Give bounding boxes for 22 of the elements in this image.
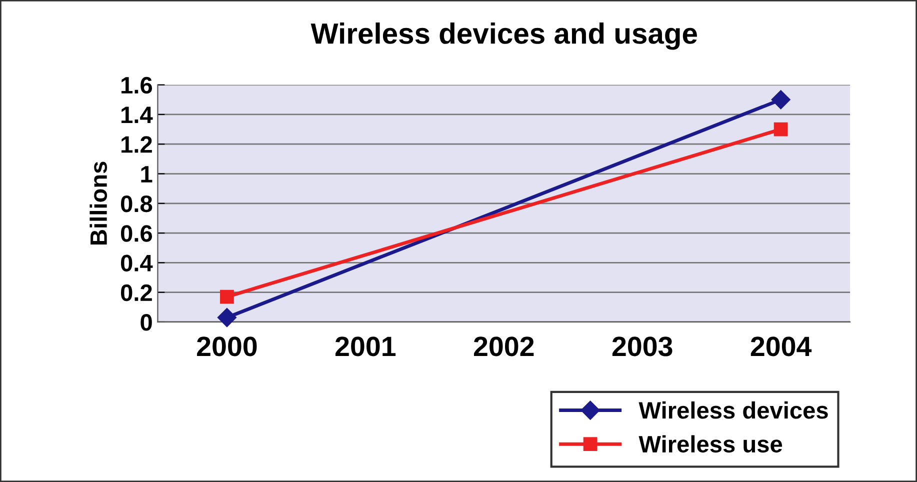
point xyxy=(217,308,236,328)
x-tick-label: 2002 xyxy=(474,336,534,356)
x-tick-label: 2001 xyxy=(335,336,396,356)
x-tick-label: 2003 xyxy=(612,336,672,356)
x-tick-label: 2004 xyxy=(750,336,812,356)
point xyxy=(771,90,790,110)
y-tick-label: 0.4 xyxy=(120,254,153,272)
y-tick-label: 1.2 xyxy=(122,136,152,153)
y-axis-title: Billions xyxy=(90,162,108,244)
legend-label: Wireless devices xyxy=(638,401,828,419)
point xyxy=(774,122,788,136)
point xyxy=(220,290,234,304)
y-tick-label: 0.2 xyxy=(120,284,152,302)
y-tick-label: 0 xyxy=(140,314,152,331)
chart-title: Wireless devices and usage xyxy=(310,22,697,50)
y-tick-label: 0.8 xyxy=(120,195,152,212)
x-tick-label: 2000 xyxy=(197,336,257,356)
y-tick-label: 1.4 xyxy=(122,106,153,124)
y-tick-label: 1.6 xyxy=(122,76,152,94)
legend-label: Wireless use xyxy=(638,435,782,453)
y-tick-label: 1 xyxy=(141,166,152,182)
y-tick-label: 0.6 xyxy=(120,225,152,242)
